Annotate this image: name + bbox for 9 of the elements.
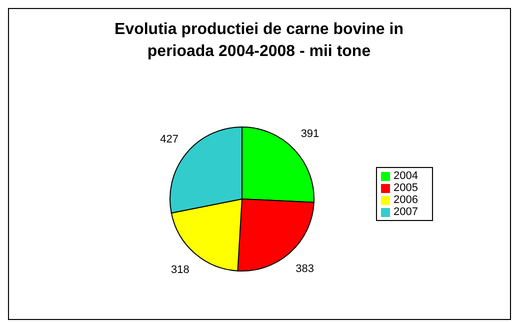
legend-label: 2004: [394, 170, 418, 182]
legend-label: 2005: [394, 182, 418, 194]
data-label: 318: [171, 264, 190, 276]
chart-title: Evolutia productiei de carne bovine in perioada 2004-2008 - mii tone: [114, 20, 404, 62]
data-label: 427: [160, 133, 179, 146]
legend-label: 2007: [394, 206, 418, 218]
data-label: 383: [296, 262, 314, 275]
legend-label: 2006: [394, 194, 418, 206]
data-label: 391: [300, 128, 320, 140]
